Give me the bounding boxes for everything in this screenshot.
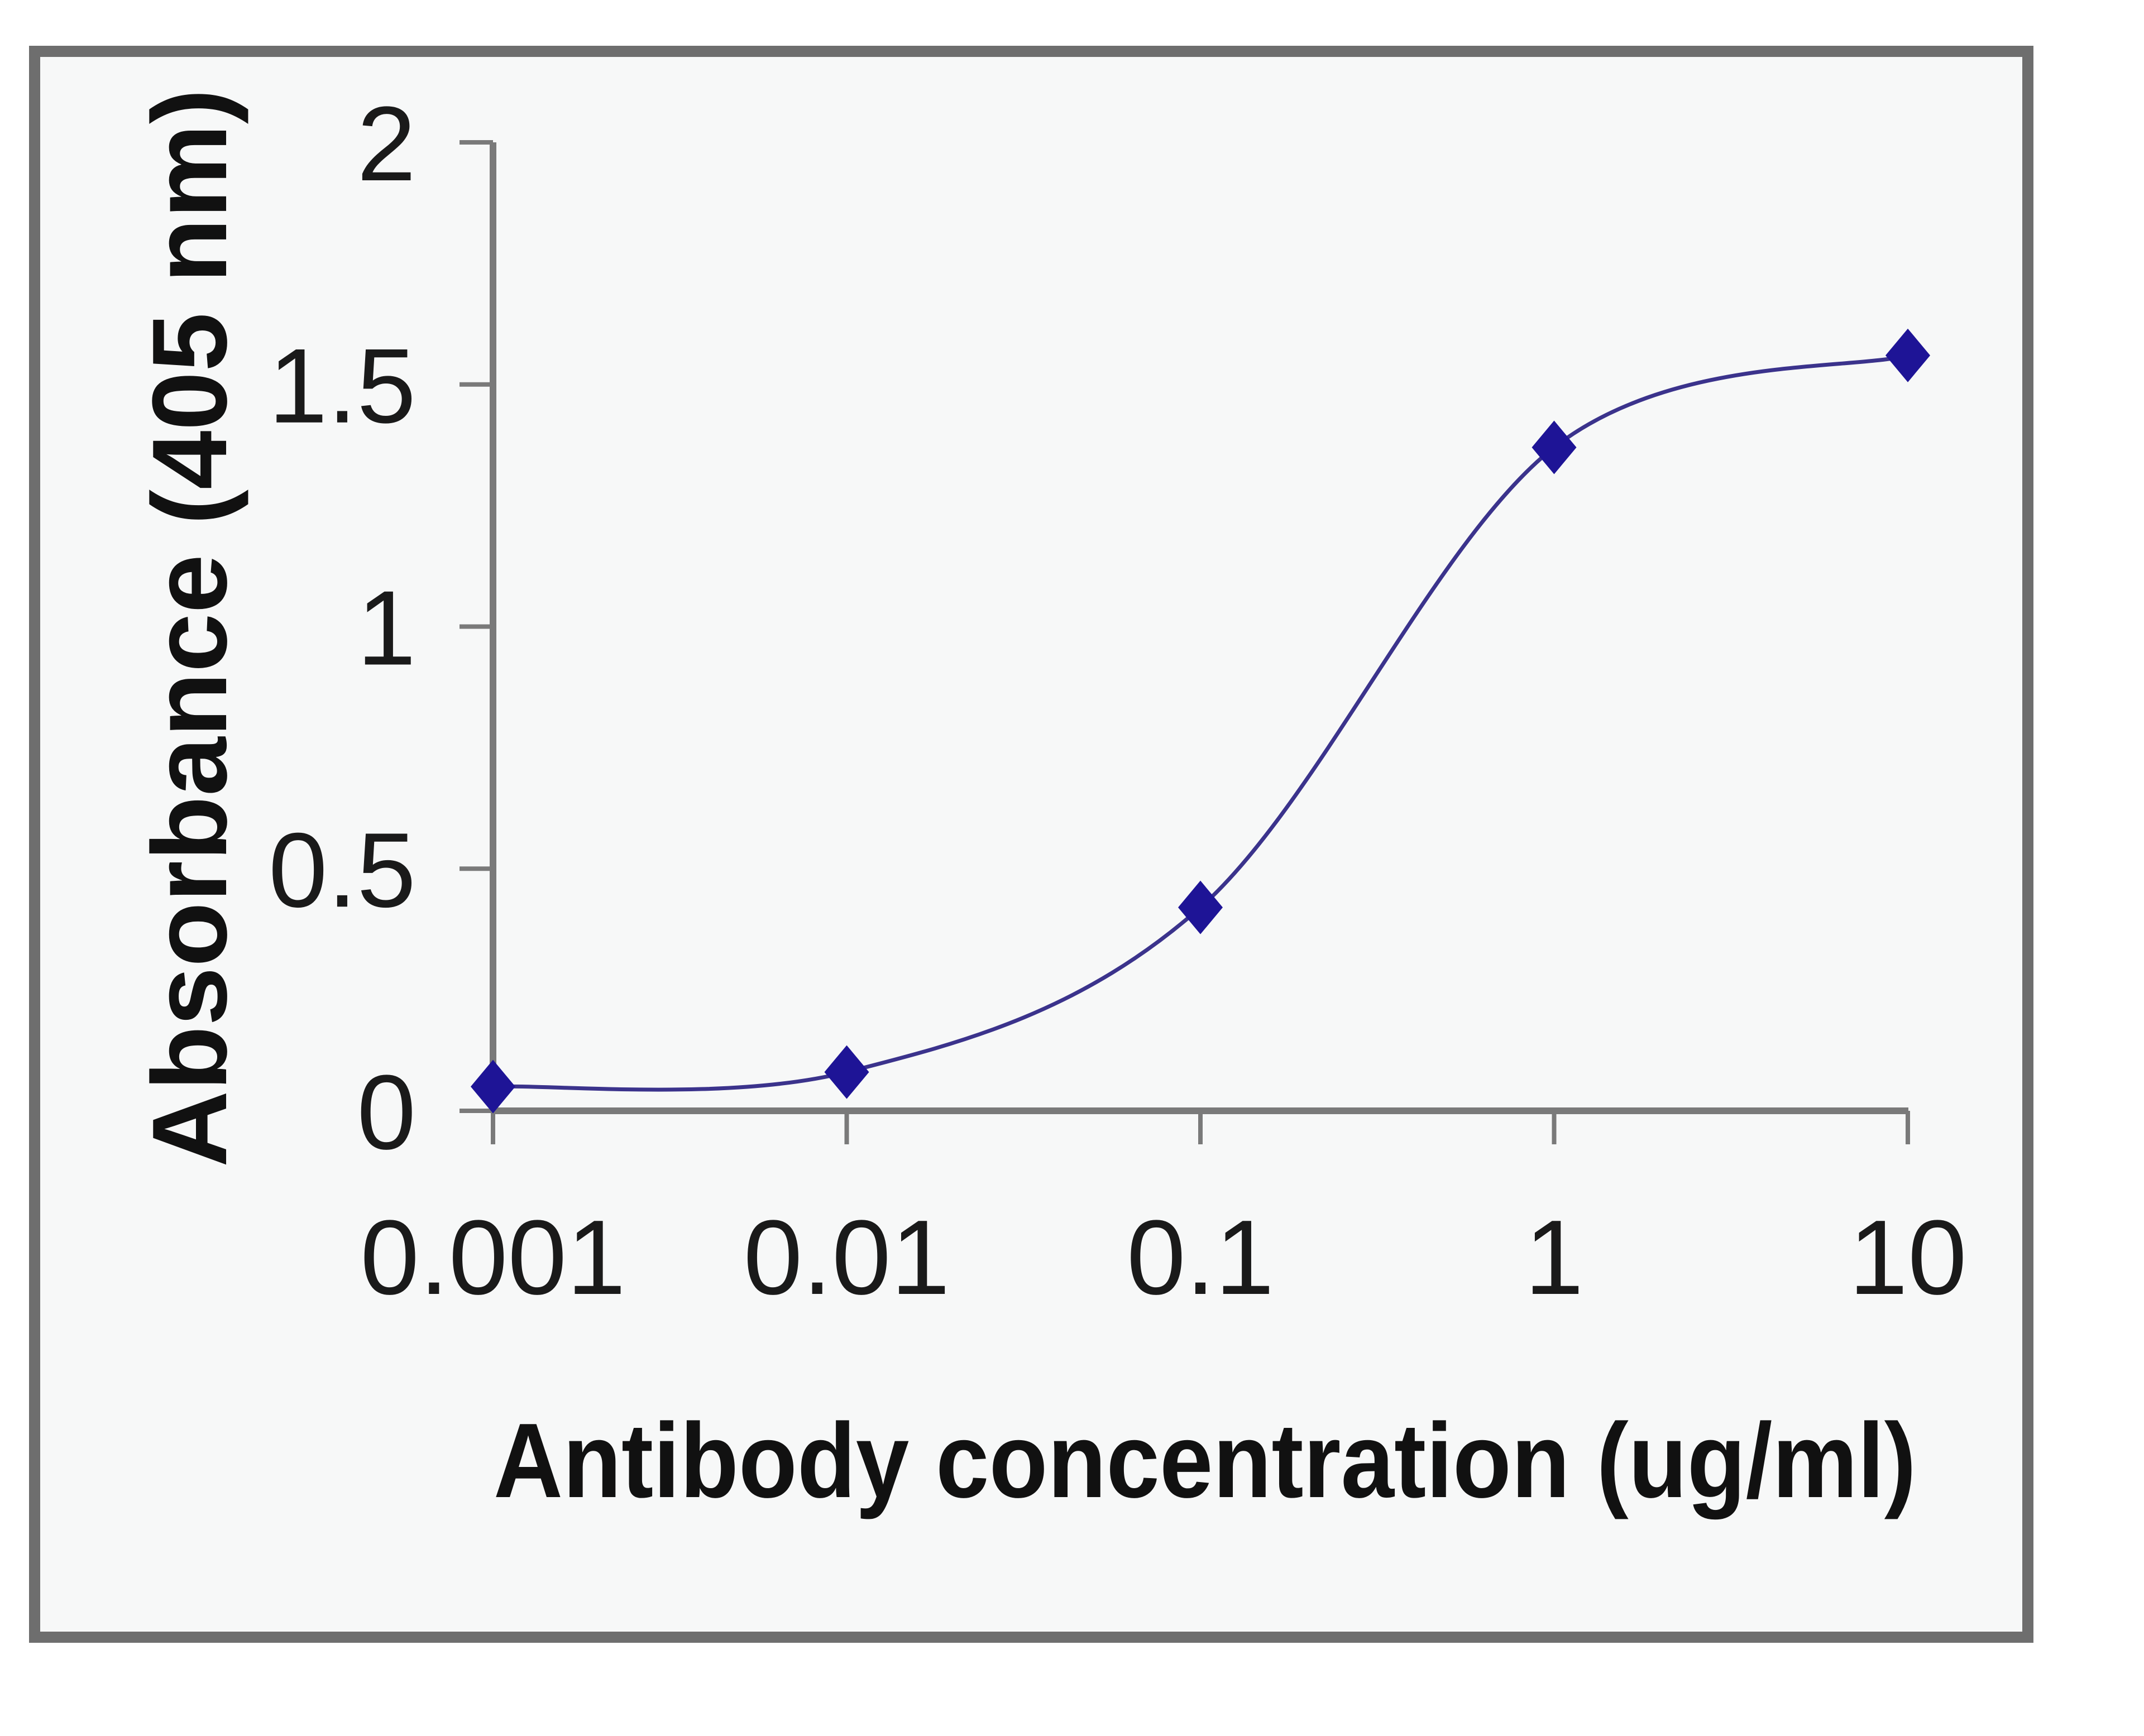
diamond-marker-icon	[1178, 880, 1223, 934]
series-line	[492, 353, 1908, 1092]
x-tick-label: 10	[1849, 1198, 1966, 1317]
y-tick-label: 2	[357, 85, 416, 203]
y-tick-label: 0	[357, 1053, 416, 1172]
y-axis-title: Absorbance (405 nm)	[131, 89, 249, 1167]
y-tick-label: 1.5	[269, 327, 416, 445]
y-axis: 0 0.5 1 1.5 2 Absorbance (405 nm)	[131, 85, 496, 1172]
plot-series	[471, 328, 1930, 1114]
diamond-marker-icon	[1885, 328, 1930, 382]
x-tick-label: 0.01	[744, 1198, 950, 1317]
diamond-marker-icon	[471, 1059, 515, 1114]
y-tick-label: 1	[357, 569, 416, 688]
diamond-marker-icon	[824, 1045, 869, 1099]
x-tick-label: 1	[1525, 1198, 1584, 1317]
y-tick-label: 0.5	[269, 811, 416, 929]
x-tick-label: 0.1	[1127, 1198, 1274, 1317]
x-ticks: 0.001 0.01 0.1 1 10	[360, 1111, 1967, 1317]
x-tick-label: 0.001	[360, 1198, 625, 1317]
x-axis: 0.001 0.01 0.1 1 10 Antibody concentration (…	[360, 1107, 1967, 1520]
diamond-marker-icon	[1532, 420, 1577, 474]
x-axis-title: Antibody concentration (ug/ml)	[494, 1402, 1916, 1520]
series-markers	[471, 328, 1930, 1114]
chart-frame	[29, 46, 2033, 1643]
y-ticks: 0 0.5 1 1.5 2	[269, 85, 493, 1172]
